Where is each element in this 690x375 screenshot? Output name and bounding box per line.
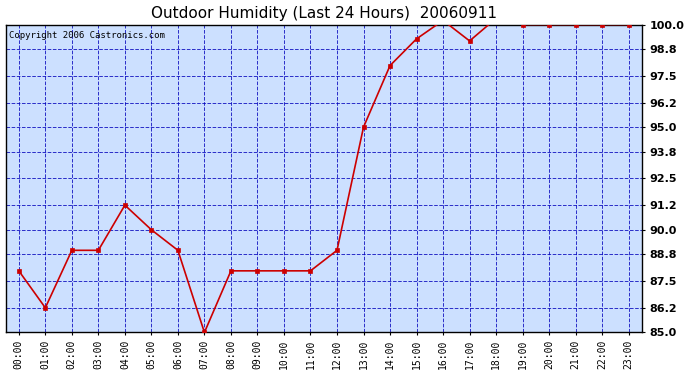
Title: Outdoor Humidity (Last 24 Hours)  20060911: Outdoor Humidity (Last 24 Hours) 2006091… xyxy=(150,6,497,21)
Text: Copyright 2006 Castronics.com: Copyright 2006 Castronics.com xyxy=(9,31,165,40)
